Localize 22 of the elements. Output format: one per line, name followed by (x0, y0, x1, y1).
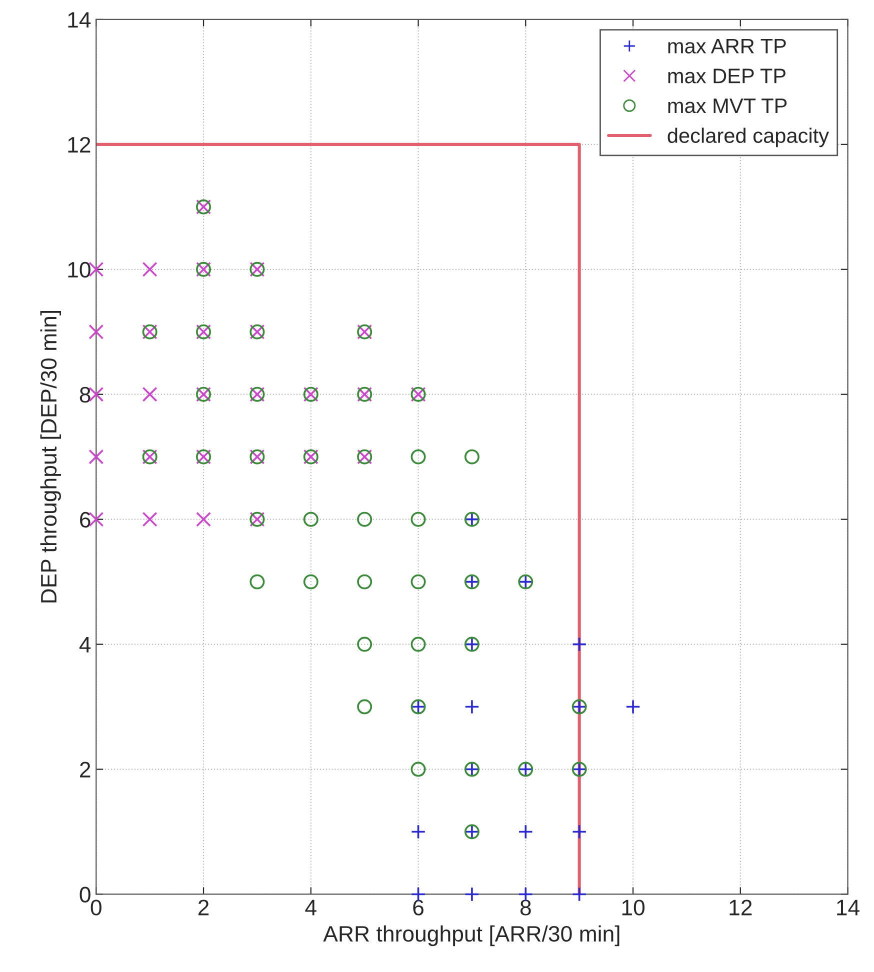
x-tick-label: 14 (837, 900, 860, 916)
x-tick-label: 12 (730, 900, 752, 916)
y-tick-label: 2 (80, 762, 90, 778)
y-tick-label: 0 (80, 886, 90, 903)
y-tick-label: 14 (68, 12, 91, 28)
legend-label: max DEP TP (668, 68, 786, 84)
x-tick-label: 8 (520, 900, 531, 916)
x-tick-label: 6 (413, 900, 424, 916)
x-tick-label: 0 (90, 900, 102, 916)
legend-label: max MVT TP (668, 98, 787, 114)
y-tick-label: 10 (68, 262, 90, 278)
x-tick-label: 4 (305, 900, 316, 916)
legend-label: max ARR TP (668, 38, 786, 54)
y-tick-label: 4 (79, 637, 91, 652)
y-tick-label: 6 (80, 512, 90, 528)
legend-label: declared capacity (668, 128, 829, 148)
x-tick-label: 2 (198, 900, 209, 916)
x-tick-label: 10 (622, 900, 645, 916)
y-tick-label: 12 (68, 136, 90, 152)
y-tick-label: 8 (80, 386, 90, 403)
y-axis-title: DEP throughput [DEP/30 min] (40, 311, 62, 602)
x-axis-title: ARR throughput [ARR/30 min] (323, 925, 620, 946)
